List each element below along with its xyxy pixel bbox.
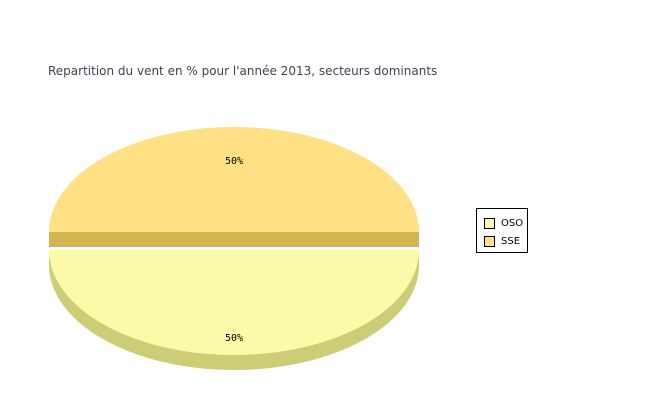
chart-title: Repartition du vent en % pour l'année 20… [48, 64, 438, 78]
data-label-oso: 50% [225, 333, 243, 344]
legend-item-oso: OSO [484, 217, 523, 229]
legend-swatch [484, 235, 495, 247]
legend-item-sse: SSE [484, 235, 520, 247]
legend-swatch [484, 217, 495, 229]
data-label-sse: 50% [225, 156, 243, 167]
legend-label: OSO [501, 217, 524, 229]
legend: OSO SSE [476, 208, 528, 253]
pie-slice-side-sse [49, 232, 419, 247]
pie-slice-oso [49, 250, 419, 355]
pie-slice-sse [49, 127, 419, 232]
legend-label: SSE [501, 235, 521, 247]
